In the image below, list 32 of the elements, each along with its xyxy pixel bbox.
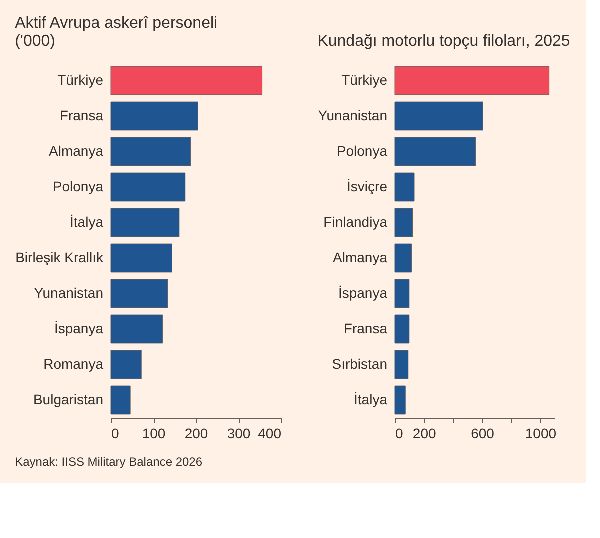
chart-title: Aktif Avrupa askerî personeli ('000) <box>15 15 218 50</box>
y-tick-label: Birleşik Krallık <box>16 249 104 266</box>
y-tick-label: Fransa <box>344 320 388 336</box>
y-tick-label: Polonya <box>336 142 388 159</box>
text: Kaynak: IISS Military Balance 2026 <box>15 455 203 469</box>
y-tick-label: Finlandiya <box>324 214 388 230</box>
x-tick-label: 100 <box>142 426 166 442</box>
chart-title: Kundağı motorlu topçu filoları, 2025 <box>318 33 570 50</box>
x-tick-label: 400 <box>258 426 282 442</box>
y-tick-label: İtalya <box>354 391 388 408</box>
y-tick-label: İtalya <box>70 214 104 230</box>
x-tick-label: 300 <box>227 426 251 442</box>
y-tick-label: İspanya <box>54 320 104 336</box>
y-tick-label: Sırbistan <box>332 356 388 372</box>
x-tick-label: 0 <box>396 426 404 442</box>
x-tick-label: 200 <box>412 426 436 442</box>
x-tick-label: 1000 <box>525 426 557 442</box>
y-tick-label: Romanya <box>44 356 104 372</box>
x-tick-label: 200 <box>184 426 208 442</box>
y-tick-label: İspanya <box>338 284 388 301</box>
y-tick-label: Yunanistan <box>34 284 104 301</box>
y-tick-label: Almanya <box>333 249 388 266</box>
y-tick-label: Fransa <box>60 107 104 124</box>
y-tick-label: Polonya <box>52 178 104 194</box>
y-tick-label: İsviçre <box>347 178 388 194</box>
x-tick-label: 0 <box>112 426 120 442</box>
y-tick-label: Almanya <box>49 142 104 159</box>
y-tick-label: Türkiye <box>58 72 104 88</box>
y-tick-label: Yunanistan <box>318 107 388 124</box>
y-tick-label: Türkiye <box>342 72 388 88</box>
x-tick-label: 600 <box>471 426 495 442</box>
y-tick-label: Bulgaristan <box>33 391 104 408</box>
